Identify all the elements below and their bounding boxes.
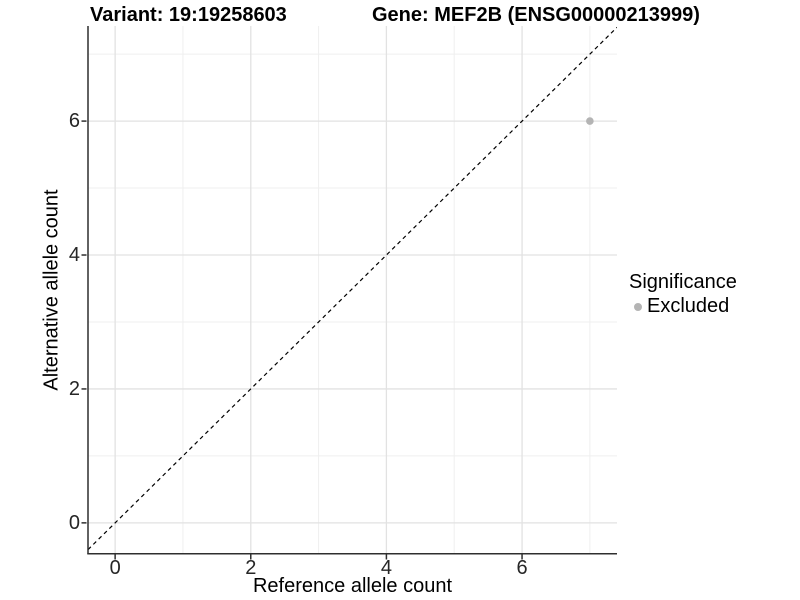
legend-title: Significance [629, 271, 737, 293]
legend-item-excluded: Excluded [629, 295, 737, 318]
title-gene: Gene: MEF2B (ENSG00000213999) [372, 4, 700, 26]
x-tick-label: 0 [109, 557, 121, 579]
x-axis-title: Reference allele count [252, 575, 452, 597]
title-variant: Variant: 19:19258603 [90, 4, 287, 26]
x-tick-label: 2 [245, 557, 257, 579]
x-tick-label: 6 [516, 557, 528, 579]
legend-item-label: Excluded [647, 295, 730, 317]
y-tick-label: 6 [68, 110, 80, 133]
data-point [586, 117, 594, 125]
legend-key-dot-icon [634, 302, 642, 311]
y-tick-label: 0 [68, 511, 80, 534]
y-axis-title: Alternative allele count [40, 189, 63, 391]
y-tick-label: 2 [68, 377, 80, 400]
y-tick-label: 4 [68, 244, 80, 266]
identity-reference-line [88, 26, 617, 551]
legend: Significance Excluded [629, 271, 737, 318]
x-tick-label: 4 [380, 557, 392, 579]
